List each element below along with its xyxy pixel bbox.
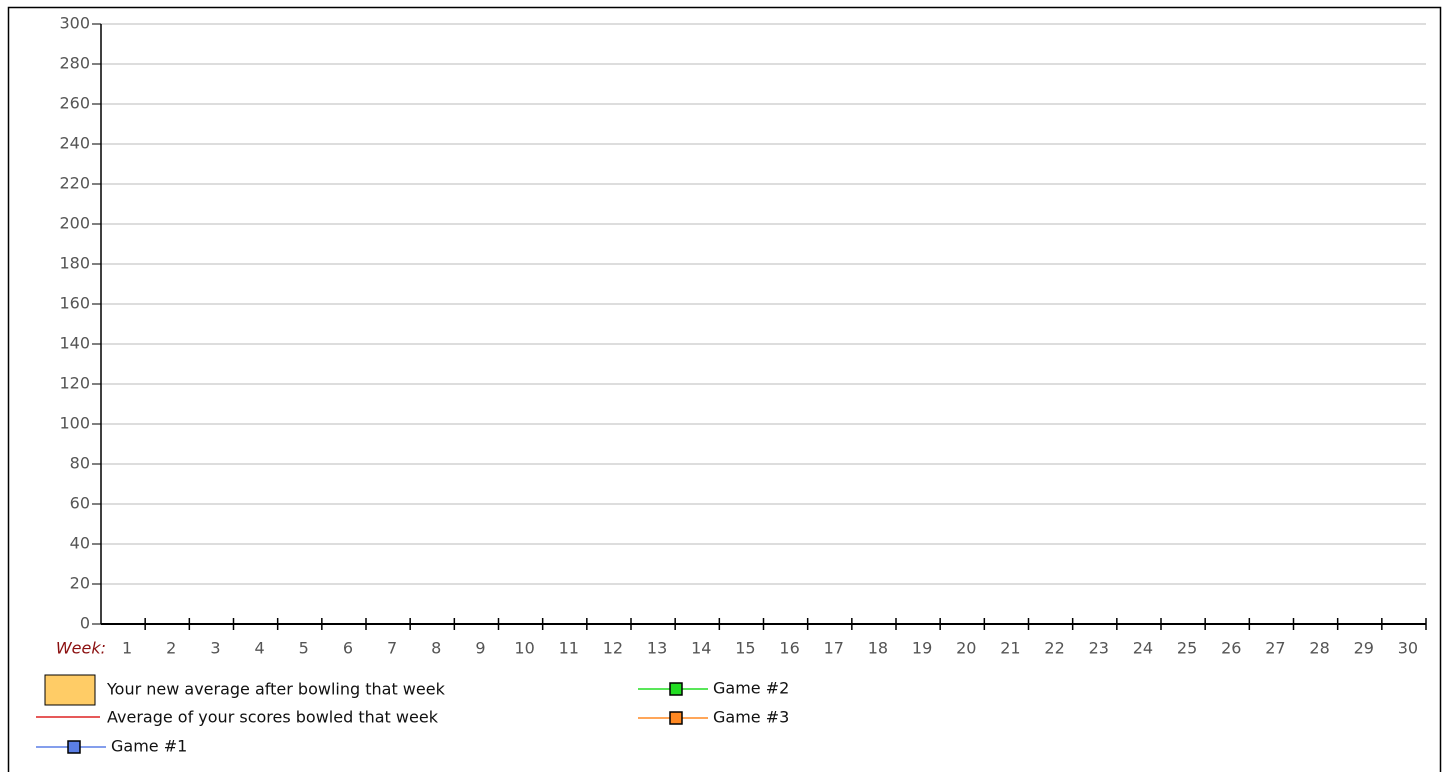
x-tick-label: 28 [1309,639,1329,658]
x-tick-label: 2 [166,639,176,658]
x-tick-label: 26 [1221,639,1241,658]
y-tick-label: 140 [59,334,90,353]
legend-item: Game #1 [36,737,187,756]
x-tick-label: 21 [1000,639,1020,658]
y-tick-label: 120 [59,374,90,393]
legend-swatch [44,674,96,706]
y-tick-label: 200 [59,214,90,233]
x-tick-label: 14 [691,639,711,658]
x-tick-label: 19 [912,639,932,658]
x-tick-label: 29 [1354,639,1374,658]
y-tick-label: 300 [59,14,90,33]
legend-item: Game #3 [638,708,789,727]
x-tick-label: 10 [514,639,534,658]
legend-item: Average of your scores bowled that week [36,708,439,727]
y-tick-label: 60 [70,494,90,513]
legend-marker [67,740,81,754]
frame [7,6,1442,772]
y-tick-label: 180 [59,254,90,273]
y-tick-label: 0 [80,614,90,633]
x-tick-label: 16 [779,639,799,658]
x-tick-label: 30 [1398,639,1418,658]
legend-label: Your new average after bowling that week [106,680,446,699]
y-tick-label: 40 [70,534,90,553]
x-tick-label: 13 [647,639,667,658]
legend-item: Game #2 [638,679,789,698]
legend: Your new average after bowling that week… [36,674,789,756]
y-tick-label: 20 [70,574,90,593]
x-tick-label: 15 [735,639,755,658]
x-tick-label: 4 [254,639,264,658]
y-tick-label: 280 [59,54,90,73]
x-tick-label: 12 [603,639,623,658]
legend-label: Game #1 [111,737,187,756]
x-tick-label: 9 [475,639,485,658]
x-tick-label: 25 [1177,639,1197,658]
x-tick-label: 1 [122,639,132,658]
x-tick-label: 3 [210,639,220,658]
x-tick-label: 7 [387,639,397,658]
x-tick-label: 20 [956,639,976,658]
legend-label: Game #2 [713,679,789,698]
legend-label: Average of your scores bowled that week [107,708,439,727]
x-tick-label: 11 [559,639,579,658]
x-tick-label: 23 [1089,639,1109,658]
x-tick-label: 17 [824,639,844,658]
legend-marker [669,711,683,725]
y-tick-label: 240 [59,134,90,153]
y-tick-label: 100 [59,414,90,433]
x-tick-label: 24 [1133,639,1153,658]
legend-marker [669,682,683,696]
x-tick-label: 6 [343,639,353,658]
x-tick-label: 27 [1265,639,1285,658]
y-tick-label: 260 [59,94,90,113]
y-tick-label: 80 [70,454,90,473]
x-axis-label: Week: [56,639,106,658]
x-tick-label: 22 [1044,639,1064,658]
legend-item: Your new average after bowling that week [44,674,446,706]
x-tick-label: 18 [868,639,888,658]
y-tick-label: 160 [59,294,90,313]
legend-label: Game #3 [713,708,789,727]
y-tick-label: 220 [59,174,90,193]
x-tick-label: 5 [299,639,309,658]
x-tick-label: 8 [431,639,441,658]
